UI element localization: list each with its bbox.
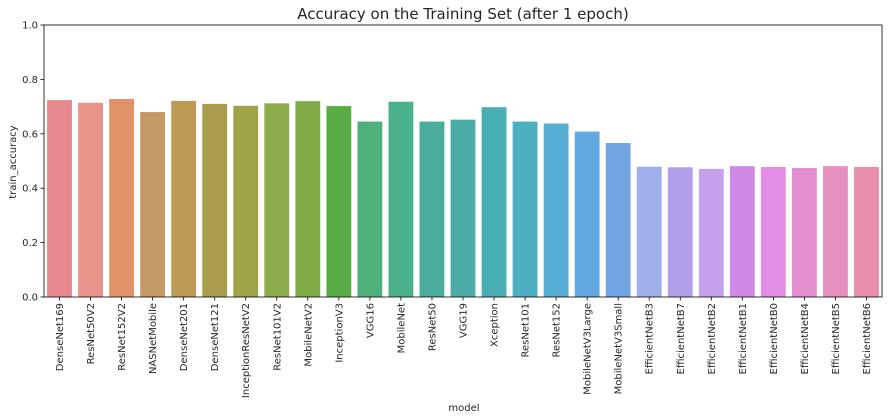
y-axis-label: train_accuracy (8, 125, 19, 198)
bars-group (47, 98, 879, 298)
x-tick-label: EfficientNetB7 (676, 303, 687, 374)
bar-EfficientNetB5 (823, 166, 848, 297)
x-tick-label: ResNet101V2 (272, 303, 283, 371)
x-tick-label: DenseNet121 (210, 303, 221, 371)
bar-DenseNet201 (171, 100, 197, 297)
bar-EfficientNetB1 (729, 166, 755, 297)
x-tick-label: MobileNetV3Small (614, 303, 625, 394)
bar-ResNet152 (543, 123, 569, 298)
x-axis-label: model (448, 403, 479, 414)
x-tick-label: EfficientNetB1 (738, 303, 749, 374)
x-tick-label: NASNetMobile (148, 303, 159, 374)
y-tick-label: 0.8 (22, 75, 38, 86)
y-tick-label: 0.4 (22, 184, 38, 195)
x-axis: DenseNet169 ResNet50V2 ResNet152V2 NASNetMo… (55, 297, 873, 398)
bar-EfficientNetB7 (667, 167, 693, 297)
x-tick-label: EfficientNetB6 (862, 303, 873, 374)
x-tick-label: ResNet152 (552, 303, 563, 358)
x-tick-label: InceptionV3 (334, 303, 345, 363)
x-tick-label: ResNet152V2 (117, 303, 128, 371)
bar-MobileNetV3Small (605, 143, 631, 297)
x-tick-label: EfficientNetB5 (831, 303, 842, 374)
bar-MobileNetV2 (295, 101, 321, 297)
y-tick-label: 0.0 (22, 293, 38, 304)
x-tick-label: InceptionResNetV2 (241, 303, 252, 398)
bar-DenseNet121 (202, 103, 228, 297)
bar-EfficientNetB0 (760, 166, 786, 297)
chart-title: Accuracy on the Training Set (after 1 ep… (297, 5, 628, 23)
x-tick-label: MobileNetV3Large (583, 303, 594, 395)
x-tick-label: EfficientNetB2 (707, 303, 718, 374)
bar-InceptionV3 (326, 106, 352, 297)
x-tick-label: ResNet50 (427, 303, 438, 351)
plot-frame (43, 24, 883, 298)
bar-NASNetMobile (140, 112, 166, 297)
x-tick-label: VGG16 (365, 303, 376, 338)
x-tick-label: EfficientNetB4 (800, 303, 811, 374)
bar-EfficientNetB6 (854, 166, 879, 297)
y-tick-label: 0.6 (22, 129, 38, 140)
x-tick-label: EfficientNetB3 (645, 303, 656, 374)
y-tick-label: 0.2 (22, 238, 38, 249)
bar-ResNet101V2 (264, 103, 290, 297)
x-tick-label: Xception (490, 303, 501, 347)
bar-ResNet152V2 (109, 98, 135, 297)
x-tick-label: VGG19 (459, 303, 470, 338)
bar-MobileNetV3Large (574, 131, 600, 297)
x-tick-label: ResNet101 (521, 303, 532, 358)
x-tick-label: MobileNet (396, 303, 407, 353)
y-axis: 0.0 0.2 0.4 0.6 0.8 1.0 (22, 21, 44, 304)
bar-EfficientNetB2 (698, 168, 724, 297)
y-tick-label: 1.0 (22, 21, 38, 32)
bar-VGG19 (450, 119, 476, 297)
bar-VGG16 (357, 121, 383, 297)
bar-EfficientNetB3 (636, 166, 662, 297)
bar-EfficientNetB4 (791, 168, 817, 297)
x-tick-label: MobileNetV2 (303, 303, 314, 367)
x-tick-label: EfficientNetB0 (769, 303, 780, 374)
bar-ResNet50 (419, 121, 445, 297)
bar-ResNet50V2 (78, 102, 103, 297)
bar-DenseNet169 (47, 100, 72, 297)
x-tick-label: DenseNet169 (55, 303, 66, 371)
bar-MobileNet (388, 101, 414, 297)
x-tick-label: DenseNet201 (179, 303, 190, 371)
bar-Xception (481, 107, 507, 297)
bar-ResNet101 (512, 121, 538, 297)
bar-InceptionResNetV2 (233, 105, 259, 297)
x-tick-label: ResNet50V2 (86, 303, 97, 364)
